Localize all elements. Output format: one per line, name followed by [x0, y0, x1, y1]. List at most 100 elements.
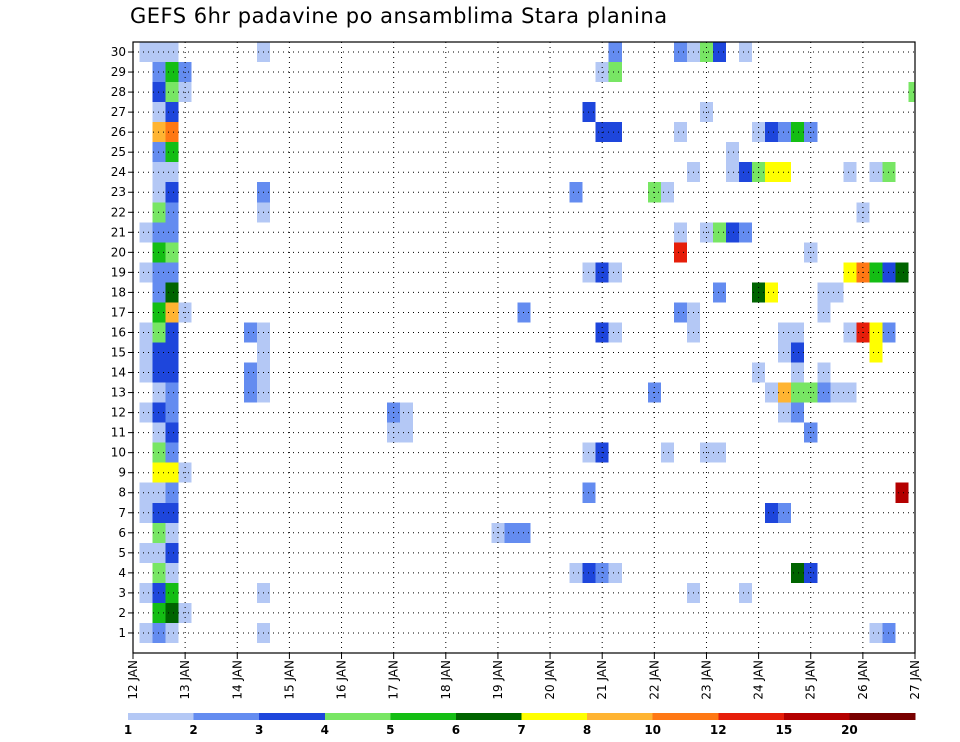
heatmap-cell: [739, 582, 753, 603]
heatmap-cell: [569, 182, 583, 203]
heatmap-cell: [165, 562, 179, 583]
legend-swatch: [324, 713, 391, 720]
heatmap-cell: [843, 382, 857, 403]
legend-swatch: [521, 713, 588, 720]
heatmap-cell: [243, 362, 257, 383]
heatmap-cell: [726, 142, 740, 163]
legend-swatch: [128, 713, 195, 720]
legend-swatch: [849, 713, 916, 720]
heatmap-cell: [165, 122, 179, 143]
legend-label: 3: [255, 723, 263, 737]
heatmap-cell: [152, 62, 166, 83]
heatmap-cell: [139, 482, 153, 503]
heatmap-cell: [778, 122, 792, 143]
y-tick-label: 2: [118, 606, 126, 620]
heatmap-cell: [165, 502, 179, 523]
heatmap-cell: [165, 162, 179, 183]
heatmap-cell: [791, 362, 805, 383]
y-tick-label: 1: [118, 626, 126, 640]
y-tick-label: 9: [118, 466, 126, 480]
heatmap-cell: [152, 462, 166, 483]
heatmap-cell: [791, 122, 805, 143]
legend-label: 7: [517, 723, 525, 737]
heatmap-cell: [778, 402, 792, 423]
heatmap-cell: [139, 222, 153, 243]
heatmap-cell: [791, 322, 805, 343]
heatmap-cell: [165, 222, 179, 243]
heatmap-cell: [869, 622, 883, 643]
y-tick-label: 12: [111, 406, 126, 420]
heatmap-cell: [152, 342, 166, 363]
heatmap-cell: [152, 242, 166, 263]
heatmap-cell: [739, 222, 753, 243]
heatmap-cell: [139, 342, 153, 363]
heatmap-cell: [778, 322, 792, 343]
y-tick-label: 25: [111, 145, 126, 159]
heatmap-cell: [152, 522, 166, 543]
heatmap-cell: [843, 322, 857, 343]
y-tick-label: 3: [118, 586, 126, 600]
heatmap-cell: [712, 222, 727, 243]
y-tick-label: 6: [118, 526, 126, 540]
heatmap-cell: [673, 122, 687, 143]
heatmap-cell: [608, 122, 622, 143]
x-tick-label: 14 JAN: [230, 660, 244, 700]
y-tick-label: 29: [111, 65, 126, 79]
y-tick-label: 27: [111, 105, 126, 119]
heatmap-cell: [608, 322, 622, 343]
heatmap-cell: [152, 502, 166, 523]
heatmap-cell: [165, 382, 179, 403]
heatmap-cell: [152, 402, 166, 423]
heatmap-cell: [165, 542, 179, 563]
heatmap-cell: [582, 102, 596, 123]
x-tick-label: 21 JAN: [595, 660, 609, 700]
x-tick-label: 18 JAN: [439, 660, 453, 700]
legend-swatch: [718, 713, 785, 720]
legend-swatch: [783, 713, 850, 720]
heatmap-cell: [608, 562, 622, 583]
heatmap-cell: [830, 282, 844, 303]
x-tick-label: 22 JAN: [647, 660, 661, 700]
legend-swatch: [455, 713, 522, 720]
x-tick-label: 25 JAN: [804, 660, 818, 700]
heatmap-cell: [778, 162, 792, 183]
heatmap-cell: [569, 562, 583, 583]
heatmap-cell: [152, 262, 166, 283]
heatmap-cell: [869, 322, 883, 343]
legend-swatch: [259, 713, 326, 720]
heatmap-cell: [152, 142, 166, 163]
heatmap-cell: [165, 102, 179, 123]
heatmap-cell: [165, 482, 179, 503]
heatmap-cell: [152, 482, 166, 503]
heatmap-cell: [165, 402, 179, 423]
legend-label: 1: [124, 723, 132, 737]
heatmap-cell: [165, 582, 179, 603]
heatmap-cell: [165, 302, 179, 323]
heatmap-cell: [139, 502, 153, 523]
x-tick-label: 26 JAN: [856, 660, 870, 700]
heatmap-cell: [712, 442, 727, 463]
y-tick-label: 8: [118, 486, 126, 500]
heatmap-cell: [243, 382, 257, 403]
chart-title: GEFS 6hr padavine po ansamblima Stara pl…: [130, 4, 668, 28]
heatmap-cell: [165, 622, 179, 643]
legend-label: 15: [775, 723, 792, 737]
legend-label: 4: [321, 723, 329, 737]
x-tick-label: 16 JAN: [335, 660, 349, 700]
heatmap-cell: [504, 522, 518, 543]
y-tick-label: 13: [111, 386, 126, 400]
x-tick-label: 23 JAN: [699, 660, 713, 700]
heatmap-cell: [165, 462, 179, 483]
heatmap-cell: [908, 82, 915, 103]
heatmap-cell: [165, 322, 179, 343]
plot-frame: [132, 41, 916, 654]
heatmap-cell: [139, 42, 153, 63]
x-tick-label: 27 JAN: [908, 660, 922, 700]
heatmap-cell: [152, 42, 166, 63]
heatmap-cell: [165, 142, 179, 163]
heatmap-cell: [778, 382, 792, 403]
heatmap-cell: [673, 42, 687, 63]
heatmap-cell: [165, 422, 179, 443]
heatmap-cell: [739, 42, 753, 63]
heatmap-cell: [152, 202, 166, 223]
